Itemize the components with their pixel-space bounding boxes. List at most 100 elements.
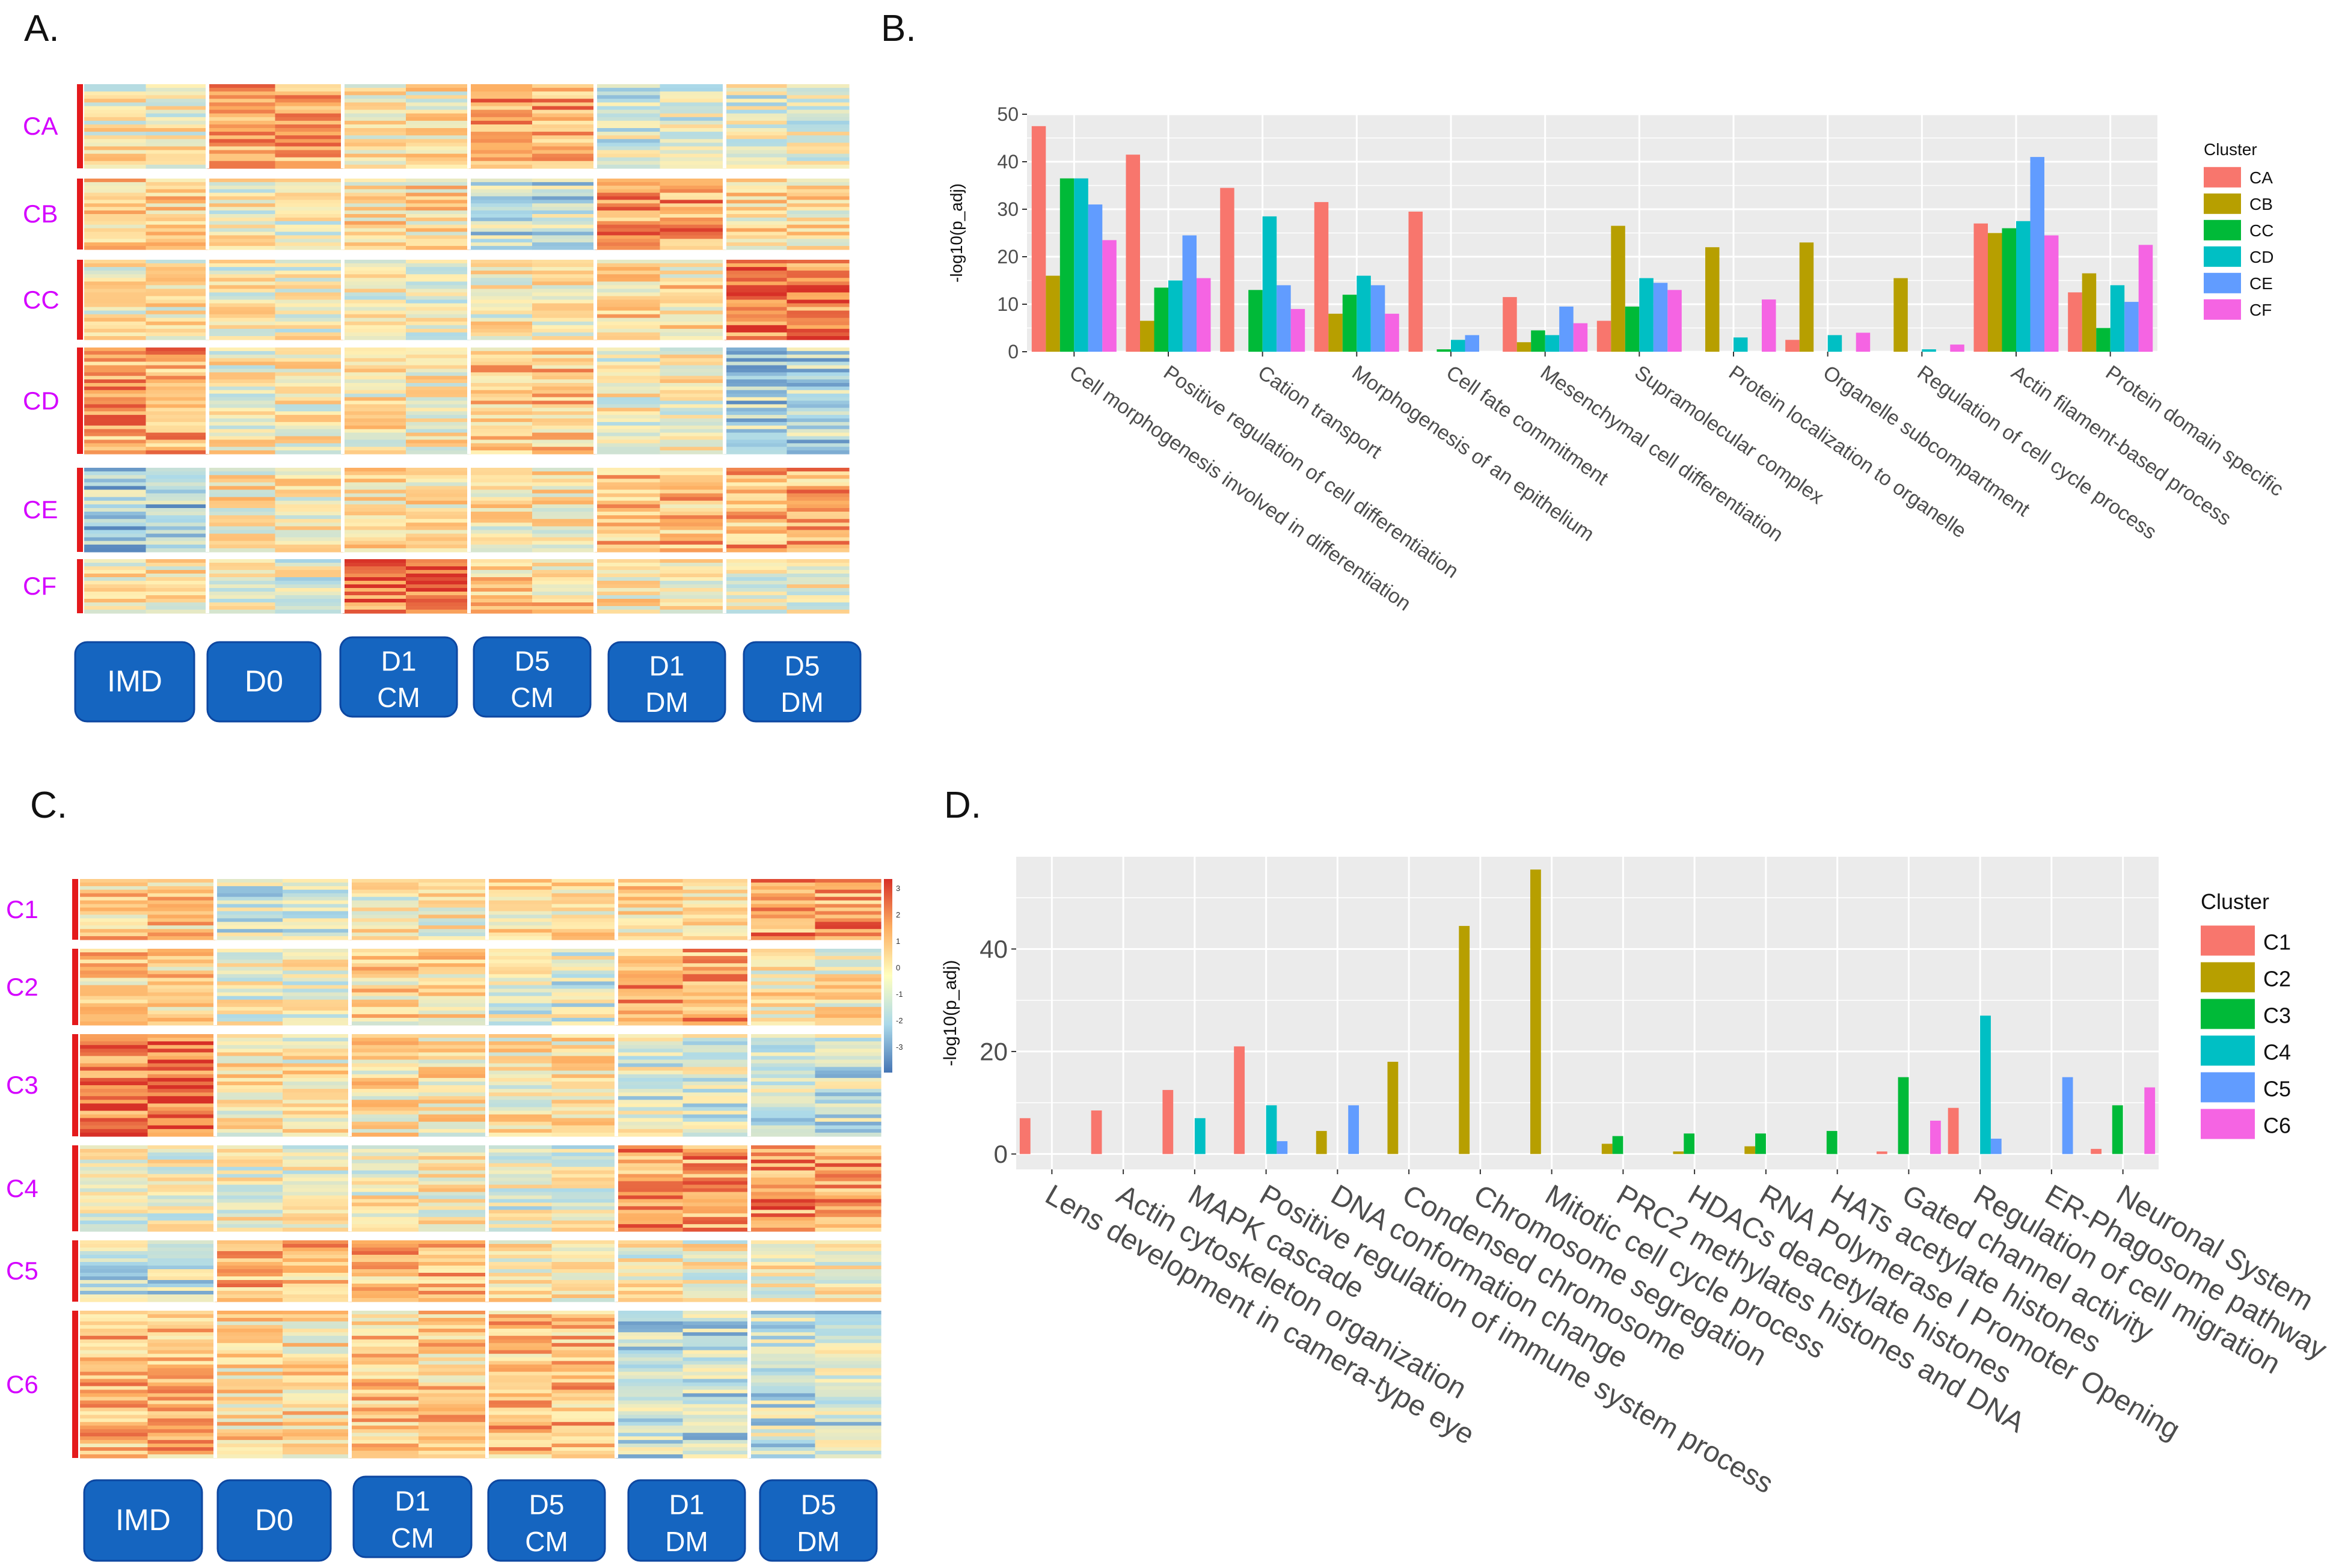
- heatmap-cell: [682, 936, 750, 940]
- heatmap-cell: [84, 332, 147, 337]
- heatmap-cell: [487, 974, 553, 978]
- bar: [1220, 188, 1234, 352]
- heatmap-cell: [487, 949, 553, 953]
- heatmap-cell: [207, 486, 276, 491]
- heatmap-cell: [350, 1332, 419, 1337]
- heatmap-cell: [283, 1240, 351, 1245]
- heatmap-cell: [725, 383, 788, 387]
- heatmap-cell: [80, 1045, 149, 1049]
- heatmap-cell: [487, 1273, 553, 1277]
- heatmap-cell: [749, 1074, 816, 1079]
- bar: [1516, 342, 1531, 352]
- heatmap-cell: [682, 1156, 750, 1160]
- heatmap-cell: [725, 537, 788, 542]
- heatmap-cell: [815, 1006, 881, 1011]
- bar: [1667, 290, 1682, 352]
- heatmap-cell: [595, 128, 661, 132]
- heatmap-cell: [682, 911, 750, 915]
- heatmap-cell: [551, 1273, 617, 1277]
- heatmap-cell: [275, 332, 343, 337]
- heatmap-cell: [80, 1096, 149, 1100]
- heatmap-cell: [343, 519, 406, 523]
- heatmap-cell: [146, 570, 208, 574]
- heatmap-cell: [146, 447, 208, 451]
- heatmap-cell: [469, 522, 533, 527]
- heatmap-cell: [815, 1184, 881, 1189]
- heatmap-cell: [532, 544, 596, 549]
- heatmap-cell: [551, 999, 617, 1004]
- heatmap-cell: [343, 260, 406, 264]
- heatmap-cell: [84, 314, 147, 319]
- heatmap-cell: [682, 1284, 750, 1288]
- heatmap-cell: [283, 1100, 351, 1104]
- heatmap-cell: [532, 468, 596, 472]
- heatmap-cell: [146, 274, 208, 278]
- heatmap-cell: [660, 317, 725, 322]
- heatmap-cell: [275, 325, 343, 329]
- heatmap-cell: [350, 1129, 419, 1133]
- heatmap-cell: [275, 570, 343, 574]
- heatmap-cell: [350, 879, 419, 883]
- heatmap-cell: [215, 1433, 283, 1437]
- bar: [1612, 1136, 1623, 1154]
- heatmap-cell: [283, 1177, 351, 1182]
- heatmap-cell: [660, 512, 725, 516]
- heatmap-cell: [725, 574, 788, 578]
- heatmap-cell: [283, 907, 351, 911]
- heatmap-cell: [469, 489, 533, 494]
- heatmap-cell: [487, 1321, 553, 1326]
- condition-label: D0: [245, 664, 283, 698]
- legend-title: Cluster: [2204, 140, 2257, 159]
- heatmap-cell: [283, 1156, 351, 1160]
- heatmap-cell: [682, 1184, 750, 1189]
- heatmap-cell: [84, 88, 147, 92]
- heatmap-cell: [406, 113, 470, 118]
- heatmap-cell: [146, 182, 208, 186]
- heatmap-cell: [275, 328, 343, 333]
- heatmap-cell: [532, 369, 596, 373]
- heatmap-cell: [275, 102, 343, 107]
- heatmap-cell: [418, 974, 488, 978]
- heatmap-cell: [80, 900, 149, 905]
- heatmap-cell: [275, 109, 343, 114]
- heatmap-cell: [815, 1447, 881, 1451]
- heatmap-cell: [786, 124, 850, 129]
- heatmap-cell: [207, 179, 276, 183]
- heatmap-cell: [146, 325, 208, 329]
- heatmap-cell: [207, 548, 276, 553]
- heatmap-cell: [660, 84, 725, 88]
- heatmap-cell: [343, 592, 406, 596]
- heatmap-cell: [616, 1159, 684, 1164]
- heatmap-cell: [616, 1217, 684, 1221]
- heatmap-cell: [616, 1298, 684, 1302]
- heatmap-cell: [350, 1280, 419, 1284]
- heatmap-cell: [207, 239, 276, 243]
- heatmap-cell: [215, 1436, 283, 1441]
- heatmap-cell: [80, 1034, 149, 1038]
- heatmap-cell: [551, 1045, 617, 1049]
- heatmap-cell: [283, 981, 351, 985]
- heatmap-cell: [418, 1400, 488, 1404]
- heatmap-cell: [146, 95, 208, 99]
- heatmap-cell: [749, 933, 816, 937]
- heatmap-cell: [551, 882, 617, 887]
- heatmap-cell: [350, 1220, 419, 1225]
- heatmap-cell: [80, 1017, 149, 1022]
- heatmap-cell: [682, 988, 750, 993]
- heatmap-cell: [146, 471, 208, 476]
- heatmap-cell: [469, 504, 533, 509]
- heatmap-cell: [725, 504, 788, 509]
- heatmap-cell: [682, 1089, 750, 1093]
- heatmap-cell: [80, 1021, 149, 1026]
- heatmap-cell: [532, 530, 596, 534]
- heatmap-cell: [487, 1089, 553, 1093]
- heatmap-cell: [84, 292, 147, 296]
- heatmap-cell: [551, 1206, 617, 1210]
- heatmap-cell: [84, 296, 147, 301]
- heatmap-cell: [207, 109, 276, 114]
- heatmap-cell: [660, 351, 725, 355]
- heatmap-cell: [80, 1188, 149, 1193]
- heatmap-cell: [725, 471, 788, 476]
- heatmap-cell: [749, 1447, 816, 1451]
- heatmap-cell: [487, 933, 553, 937]
